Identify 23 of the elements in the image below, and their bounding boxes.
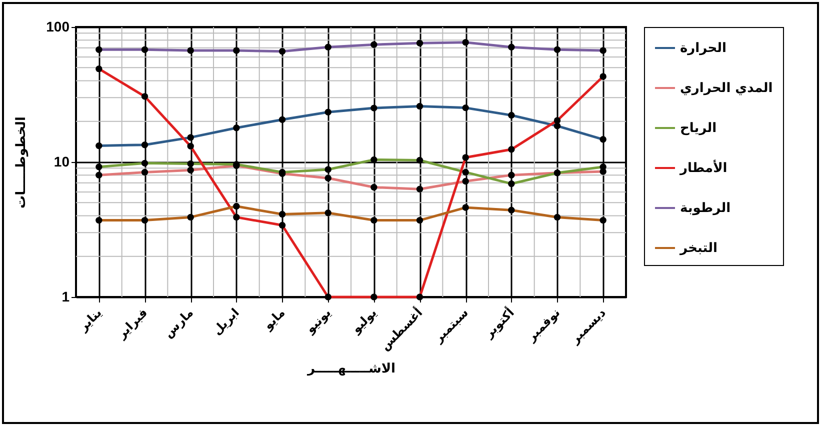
x-tick-label: سبتمبر <box>430 306 472 346</box>
legend-label: الرطوبة <box>680 201 731 216</box>
x-tick-label: ديسمبر <box>567 306 609 347</box>
y-tick-label: 100 <box>46 18 70 34</box>
y-tick-label: 1 <box>62 288 70 304</box>
x-tick-label: فبراير <box>114 306 150 342</box>
x-tick-label: ابريل <box>210 306 242 338</box>
x-tick-label: يوليو <box>348 306 380 337</box>
x-tick-label: يونيو <box>302 306 334 337</box>
x-tick-label: أكتوبر <box>480 304 517 342</box>
legend-label: الرياح <box>680 121 717 136</box>
x-axis-title: الاشـــــهـــــر <box>306 361 396 376</box>
x-tick-label: نوفمبر <box>524 306 563 345</box>
x-tick-label: يناير <box>75 306 104 334</box>
y-axis-title: الخطوطـــــات <box>14 116 30 208</box>
x-tick-label: مايو <box>260 306 288 334</box>
legend-label: الحرارة <box>680 41 726 56</box>
legend-label: التبخر <box>679 241 718 256</box>
x-tick-label: مارس <box>161 306 196 340</box>
legend-label: المدي الحراري <box>680 81 773 96</box>
legend-label: الأمطار <box>679 159 728 176</box>
y-tick-label: 10 <box>54 154 70 170</box>
x-tick-label: أغسطس <box>376 304 426 354</box>
